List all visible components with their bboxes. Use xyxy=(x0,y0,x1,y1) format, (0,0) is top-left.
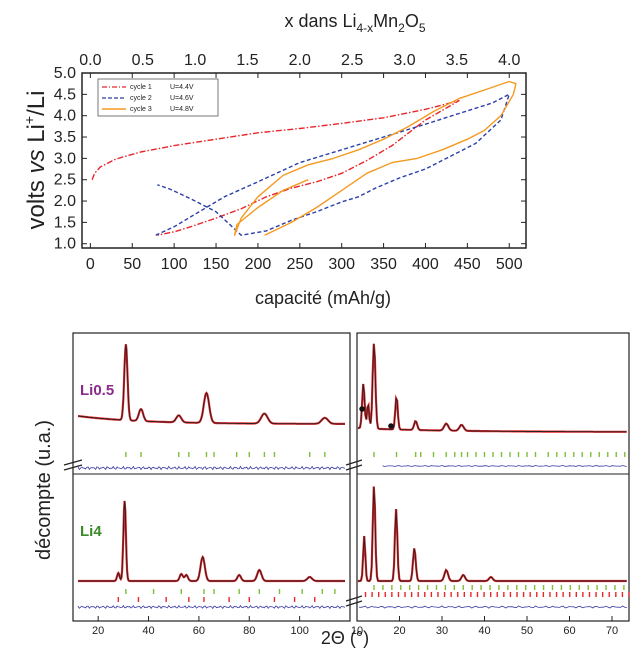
right-x-tick-label: 40 xyxy=(478,625,490,637)
right-x-tick-label: 50 xyxy=(521,625,533,637)
top-axis-title-mid: Mn xyxy=(373,11,398,31)
x-tick-label: 150 xyxy=(203,256,230,273)
x-tick-label: 500 xyxy=(496,256,523,273)
right-x-tick-label: 60 xyxy=(563,625,575,637)
bottom-chart: décompte (u.a.) 2Θ (°) Li0.5 Li4 20 40 60 8… xyxy=(33,332,630,648)
top-x-axis-label: capacité (mAh/g) xyxy=(255,288,391,308)
xrd-content xyxy=(77,343,630,610)
left-li4-difference xyxy=(77,604,346,610)
y-tick-label: 4.0 xyxy=(54,108,76,125)
top-tick-label: 2.0 xyxy=(289,52,311,69)
break-line xyxy=(345,464,363,471)
legend-voltage-cycle3: U=4.8V xyxy=(170,106,194,113)
axis-break-mark-mid-bottom xyxy=(345,595,363,607)
bottom-y-axis-label: décompte (u.a.) xyxy=(33,420,55,560)
y-tick-label: 1.5 xyxy=(54,214,76,231)
x-tick-label: 50 xyxy=(123,256,141,273)
series-line-cycle3 xyxy=(233,80,517,236)
top-tick-label: 0.5 xyxy=(132,52,154,69)
ylabel-part3: /Li xyxy=(23,91,50,116)
right-x-tick-label: 10 xyxy=(351,625,363,637)
y-tick-label: 3.5 xyxy=(54,129,76,146)
left-x-tick-label: 40 xyxy=(142,625,154,637)
legend-label-cycle1: cycle 1 xyxy=(130,84,152,91)
legend-label-cycle3: cycle 3 xyxy=(130,106,152,113)
top-axis-title-mid2: O xyxy=(405,11,419,31)
legend: cycle 1 U=4.4V cycle 2 U=4.6V cycle 3 U=… xyxy=(97,78,219,117)
right-x-tick-label: 70 xyxy=(606,625,618,637)
top-axis-title: x dans Li4-xMn2O5 xyxy=(284,11,425,35)
break-line xyxy=(345,600,363,607)
left-x-tick-label: 80 xyxy=(243,625,255,637)
x-tick-label: 250 xyxy=(286,256,313,273)
left-x-tick-label: 20 xyxy=(92,625,104,637)
top-tick-label: 3.5 xyxy=(446,52,468,69)
right-x-tick-label: 20 xyxy=(393,625,405,637)
top-ticks: 0 50 100 150 200 250 300 350 400 450 500 1.0 1.5 2.0 2… xyxy=(54,52,526,273)
y-tick-label: 3.0 xyxy=(54,150,76,167)
right-li4-calculated xyxy=(357,486,627,582)
bottom-x-axis-label: 2Θ (°) xyxy=(321,628,369,648)
x-tick-label: 200 xyxy=(245,256,272,273)
panel-label-li4: Li4 xyxy=(80,523,102,540)
break-line xyxy=(345,595,363,602)
y-tick-label: 2.0 xyxy=(54,193,76,210)
right-li4-difference xyxy=(359,605,628,609)
y-tick-label: 5.0 xyxy=(54,65,76,82)
y-tick-label: 1.0 xyxy=(54,236,76,253)
left-x-tick-label: 100 xyxy=(290,625,308,637)
x-tick-label: 300 xyxy=(328,256,355,273)
x-tick-label: 350 xyxy=(370,256,397,273)
top-tick-label: 4.0 xyxy=(498,52,520,69)
right-li05-calculated xyxy=(357,343,627,433)
x-tick-label: 400 xyxy=(412,256,439,273)
top-series xyxy=(91,80,517,236)
left-li4-calculated xyxy=(78,500,345,582)
y-tick-label: 4.5 xyxy=(54,86,76,103)
x-tick-label: 0 xyxy=(86,256,95,273)
legend-label-cycle2: cycle 2 xyxy=(130,95,152,102)
legend-voltage-cycle2: U=4.6V xyxy=(170,95,194,102)
series-line-cycle1 xyxy=(91,100,460,236)
right-panel-frame xyxy=(356,332,630,622)
axis-break-mark-mid-top xyxy=(345,459,363,471)
axis-break-mark-left xyxy=(63,459,83,471)
top-chart: x dans Li4-xMn2O5 volts vs Li+/Li capaci… xyxy=(21,11,527,308)
left-x-tick-label: 60 xyxy=(193,625,205,637)
ylabel-vs: vs xyxy=(23,149,50,173)
top-y-axis-label: volts vs Li+/Li xyxy=(21,91,50,230)
top-tick-label: 3.0 xyxy=(393,52,415,69)
break-line xyxy=(345,459,363,466)
panel-label-li05: Li0.5 xyxy=(80,382,114,399)
right-li05-difference xyxy=(382,465,627,467)
xrd-ticks: 20 40 60 80 100 10 20 30 40 50 60 70 xyxy=(92,616,618,637)
x-tick-label: 450 xyxy=(454,256,481,273)
left-li05-difference xyxy=(77,465,346,471)
top-axis-title-sub2: 2 xyxy=(398,21,405,35)
top-tick-label: 0.0 xyxy=(79,52,101,69)
legend-voltage-cycle1: U=4.4V xyxy=(170,84,194,91)
right-x-tick-label: 30 xyxy=(436,625,448,637)
top-tick-label: 2.5 xyxy=(341,52,363,69)
top-axis-title-sub: 4-x xyxy=(356,21,373,35)
left-li05-calculated xyxy=(77,344,345,425)
series-line-cycle2 xyxy=(155,93,510,236)
ylabel-part1: volts xyxy=(23,173,50,229)
y-tick-label: 2.5 xyxy=(54,172,76,189)
top-tick-label: 1.0 xyxy=(184,52,206,69)
impurity-marker xyxy=(388,423,394,429)
x-tick-label: 100 xyxy=(161,256,188,273)
impurity-marker xyxy=(359,406,365,412)
ylabel-sup: + xyxy=(21,116,37,124)
break-line xyxy=(63,459,83,466)
break-line xyxy=(63,464,83,471)
top-tick-label: 1.5 xyxy=(236,52,258,69)
top-axis-title-prefix: x dans Li xyxy=(284,11,356,31)
top-axis-title-sub3: 5 xyxy=(419,21,426,35)
ylabel-part2: Li xyxy=(23,124,50,149)
